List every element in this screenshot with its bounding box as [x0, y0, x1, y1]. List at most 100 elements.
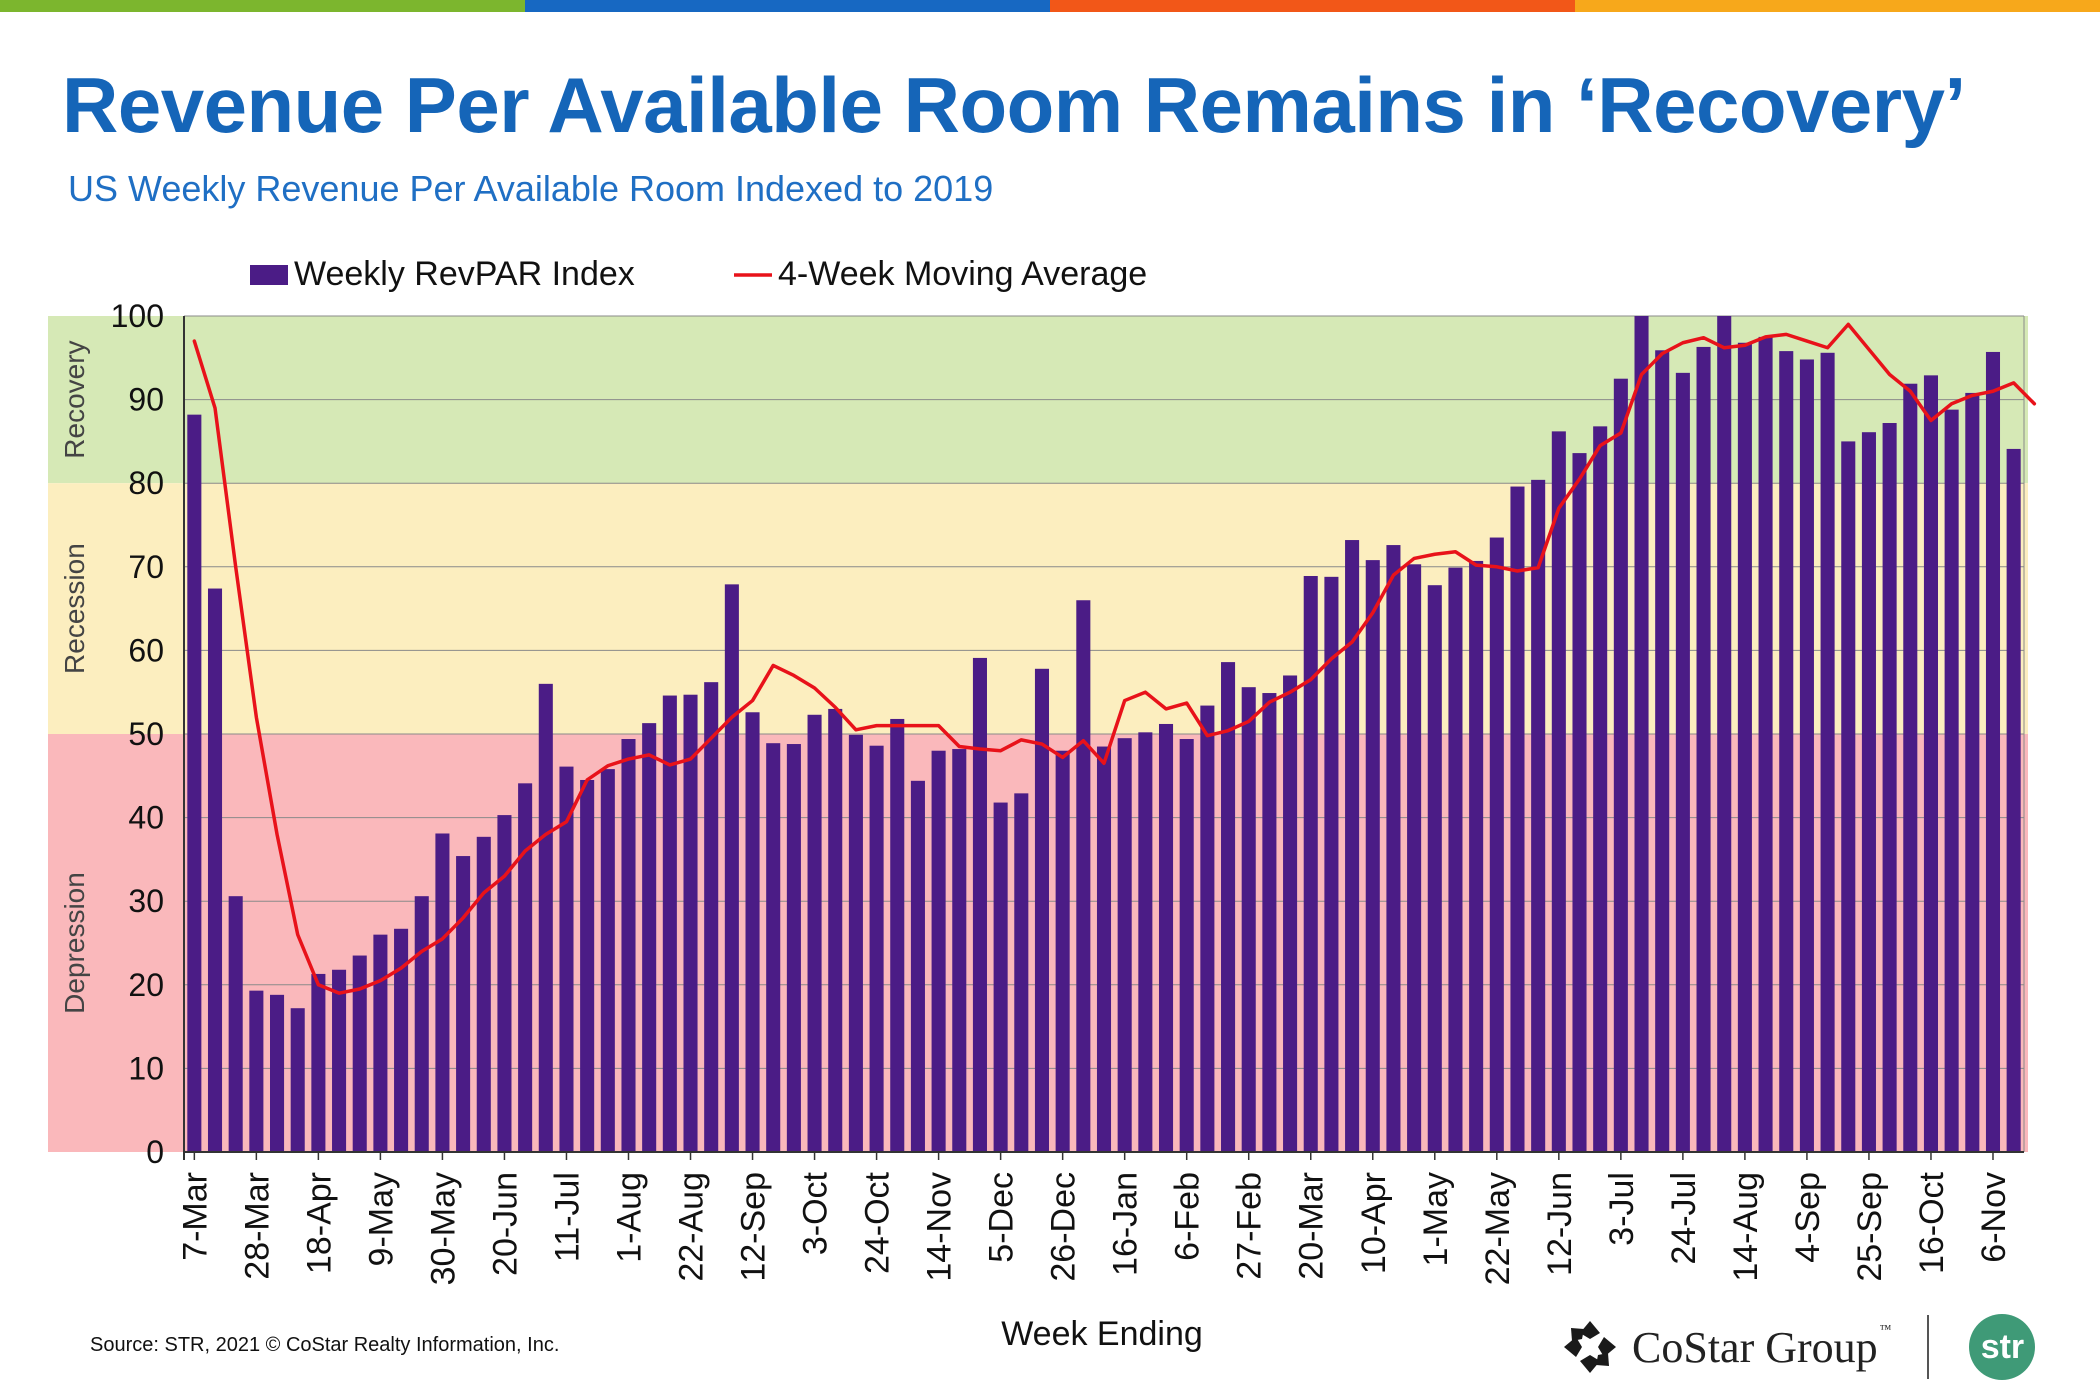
- x-tick-label: 27-Feb: [1231, 1172, 1269, 1280]
- bar: [1675, 372, 1690, 1152]
- bar: [1841, 441, 1856, 1152]
- x-tick-label: 11-Jul: [548, 1172, 586, 1262]
- top-color-bar-segment-orange: [1050, 0, 1575, 12]
- bar: [1489, 537, 1504, 1152]
- y-tick-label: 10: [128, 1050, 164, 1086]
- bar: [642, 723, 657, 1152]
- y-tick-label: 60: [128, 632, 164, 668]
- moving-average-line: [192, 322, 2037, 995]
- x-tick-label: 3-Oct: [797, 1171, 835, 1255]
- bar: [1613, 378, 1628, 1152]
- bar: [1345, 540, 1360, 1152]
- bar: [1965, 392, 1980, 1152]
- bar: [766, 743, 781, 1152]
- bar: [1034, 668, 1050, 1152]
- bar: [1055, 750, 1070, 1152]
- x-tick-label: 12-Jun: [1541, 1172, 1579, 1276]
- x-tick-label: 9-May: [362, 1172, 400, 1266]
- bar: [1117, 738, 1132, 1152]
- costar-logo-text: CoStar Group ™: [1632, 1322, 1891, 1373]
- bar: [1799, 359, 1814, 1152]
- bar: [1696, 346, 1711, 1152]
- y-tick-label: 50: [128, 716, 164, 752]
- bar: [1158, 723, 1174, 1152]
- x-tick-label: 14-Aug: [1727, 1172, 1765, 1282]
- top-color-bar-segment-blue: [525, 0, 1050, 12]
- bar: [724, 584, 739, 1152]
- bar: [1572, 453, 1587, 1152]
- y-tick-label: 70: [128, 549, 164, 585]
- bar: [1262, 693, 1277, 1152]
- x-tick-label: 20-Jun: [486, 1172, 524, 1276]
- bar: [1200, 705, 1215, 1152]
- x-tick-label: 1-May: [1417, 1172, 1455, 1266]
- bar: [972, 657, 987, 1152]
- x-tick-label: 18-Apr: [300, 1172, 338, 1274]
- y-tick-label: 100: [111, 298, 164, 334]
- bar: [290, 1008, 305, 1152]
- bar: [1923, 375, 1938, 1153]
- zone-label-depression: Depression: [59, 872, 90, 1014]
- bar: [497, 815, 512, 1152]
- bar: [580, 779, 595, 1152]
- bar: [1221, 662, 1236, 1152]
- page-title: Revenue Per Available Room Remains in ‘R…: [62, 61, 1966, 149]
- bar: [1076, 600, 1091, 1152]
- bar: [394, 928, 409, 1152]
- zone-label-recovery: Recovery: [59, 340, 90, 458]
- bar: [1861, 432, 1876, 1153]
- x-tick-label: 30-May: [424, 1172, 462, 1285]
- x-tick-label: 28-Mar: [238, 1172, 276, 1280]
- bar: [600, 769, 615, 1152]
- bar: [1944, 409, 1959, 1153]
- logo-divider: [1927, 1315, 1930, 1379]
- x-tick-label: 24-Jul: [1665, 1172, 1703, 1265]
- bar: [890, 718, 905, 1152]
- bar: [1820, 352, 1835, 1152]
- bar: [1303, 575, 1318, 1152]
- bar: [414, 896, 429, 1152]
- bar: [683, 694, 698, 1152]
- bar: [1531, 479, 1546, 1153]
- bar: [1510, 486, 1525, 1152]
- top-color-bar: [0, 0, 2100, 12]
- x-tick-label: 24-Oct: [859, 1171, 897, 1274]
- bar: [1138, 732, 1153, 1152]
- bar: [456, 856, 471, 1152]
- bar: [1593, 426, 1608, 1152]
- bar: [1779, 351, 1794, 1152]
- bar: [828, 708, 843, 1152]
- bar: [1386, 545, 1401, 1152]
- bar: [910, 780, 925, 1152]
- bar: [270, 994, 285, 1152]
- x-tick-label: 14-Nov: [921, 1172, 959, 1282]
- bar: [786, 744, 801, 1152]
- x-tick-label: 1-Aug: [610, 1172, 648, 1263]
- footer-logos: CoStar Group ™ str: [1560, 1312, 2036, 1382]
- bar: [1407, 564, 1422, 1152]
- x-axis-title: Week Ending: [1001, 1315, 1203, 1353]
- bar: [1903, 383, 1918, 1152]
- legend-bar-label: Weekly RevPAR Index: [294, 255, 635, 293]
- bar: [352, 955, 367, 1152]
- bar: [931, 750, 946, 1152]
- bar: [1655, 350, 1670, 1152]
- x-tick-label: 4-Sep: [1789, 1172, 1827, 1263]
- x-tick-label: 5-Dec: [983, 1172, 1021, 1263]
- source-note: Source: STR, 2021 © CoStar Realty Inform…: [90, 1334, 560, 1356]
- x-tick-label: 16-Oct: [1913, 1171, 1951, 1274]
- bar: [1365, 560, 1380, 1152]
- x-tick-label: 16-Jan: [1107, 1172, 1145, 1276]
- bar: [559, 766, 574, 1152]
- bar: [993, 802, 1008, 1152]
- bar: [2006, 448, 2021, 1152]
- top-color-bar-segment-yellow: [1575, 0, 2100, 12]
- bar: [1737, 342, 1752, 1152]
- costar-trademark: ™: [1879, 1321, 1892, 1336]
- bar: [1427, 585, 1442, 1152]
- y-tick-label: 30: [128, 883, 164, 919]
- y-tick-label: 0: [146, 1134, 164, 1170]
- bar: [476, 836, 491, 1152]
- y-tick-label: 20: [128, 967, 164, 1003]
- bar: [518, 783, 533, 1152]
